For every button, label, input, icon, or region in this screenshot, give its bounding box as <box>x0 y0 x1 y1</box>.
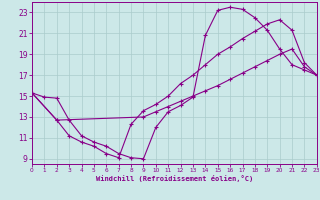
X-axis label: Windchill (Refroidissement éolien,°C): Windchill (Refroidissement éolien,°C) <box>96 175 253 182</box>
